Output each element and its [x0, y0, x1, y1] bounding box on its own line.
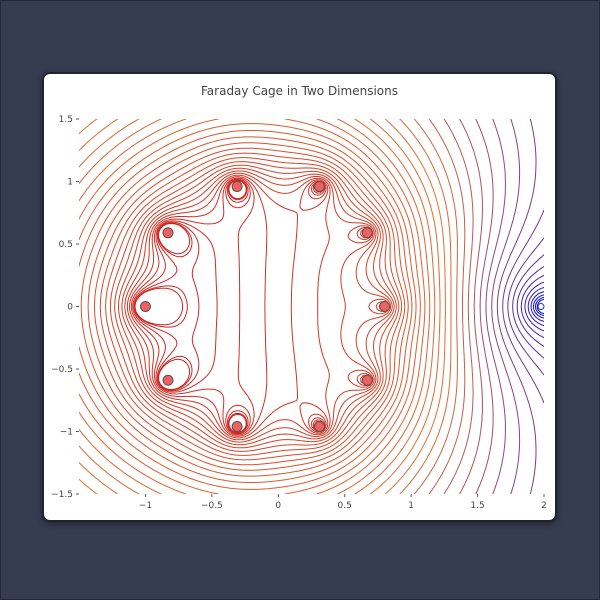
contour-level: [491, 119, 521, 494]
x-tick-label: −1: [139, 501, 152, 511]
contour-level: [109, 161, 395, 452]
x-tick-label: 1.5: [470, 501, 484, 511]
contour-level: [126, 174, 388, 439]
y-tick-label: 1.5: [59, 115, 73, 125]
contour-level: [507, 237, 544, 376]
contour-level: [79, 119, 441, 494]
contour-level: [134, 180, 385, 433]
contour-level: [118, 167, 392, 446]
contour-level: [399, 119, 452, 494]
contour-level: [535, 296, 544, 317]
contour-level: [496, 119, 537, 494]
chart-card: Faraday Cage in Two Dimensions −1 −0.5 0 0.…: [42, 72, 557, 522]
disk-marker: [313, 181, 325, 192]
contour-level: [130, 177, 387, 436]
contour-level: [443, 119, 474, 494]
contour-level: [79, 119, 431, 494]
contour-level: [459, 119, 483, 494]
disk-marker: [162, 227, 174, 239]
contour-level: [524, 281, 544, 332]
contour-level: [536, 298, 544, 315]
disk-marker: [231, 181, 243, 192]
x-tick-label: 0: [275, 501, 281, 511]
contour-level: [134, 180, 385, 433]
contour-level: [502, 209, 544, 404]
contour-level: [87, 142, 406, 471]
contour-level: [413, 119, 458, 494]
contour-level: [527, 286, 544, 327]
contour-lines: [79, 119, 544, 494]
contour-level: [114, 164, 393, 449]
y-tick-label: −1: [60, 428, 73, 438]
source-marker: [537, 303, 545, 310]
contour-level: [79, 130, 413, 483]
contour-level: [94, 147, 403, 466]
contour-level: [520, 274, 544, 339]
contour-level: [512, 254, 544, 359]
disk-marker: [162, 374, 174, 386]
contour-level: [79, 119, 426, 494]
contour-plot: −1 −0.5 0 0.5 1 1.5 2 −1.5 −1 −0.5 0 0.5 1 1.5: [51, 115, 547, 511]
contour-level: [485, 119, 506, 494]
disk-marker: [139, 301, 151, 312]
disk-markers: [139, 181, 545, 432]
contour-level: [79, 119, 436, 494]
contour-level: [428, 119, 466, 494]
contour-level: [79, 119, 446, 494]
contour-level: [516, 266, 544, 347]
contour-level: [132, 178, 386, 435]
disk-marker: [379, 301, 391, 312]
contour-level: [121, 170, 390, 443]
x-tick-label: 2: [541, 501, 547, 511]
disk-marker: [313, 421, 325, 432]
contour-level: [475, 119, 494, 494]
x-axis-ticks: −1 −0.5 0 0.5 1 1.5 2: [139, 494, 547, 511]
x-tick-label: −0.5: [201, 501, 223, 511]
y-axis-ticks: −1.5 −1 −0.5 0 0.5 1 1.5: [51, 115, 79, 500]
contour-level: [79, 123, 417, 490]
x-tick-label: 1: [408, 501, 414, 511]
chart-title: Faraday Cage in Two Dimensions: [201, 84, 398, 98]
contour-level: [532, 294, 544, 319]
disk-marker: [361, 374, 373, 386]
contour-level: [530, 291, 544, 322]
y-tick-label: −0.5: [51, 365, 73, 375]
y-tick-label: −1.5: [51, 490, 73, 500]
contour-level: [105, 157, 397, 456]
contour-level: [99, 152, 400, 461]
y-tick-label: 0.5: [59, 240, 73, 250]
contour-level: [80, 136, 409, 477]
disk-marker: [361, 227, 373, 239]
y-tick-label: 0: [67, 303, 73, 313]
contour-level: [124, 172, 389, 441]
contour-level: [133, 179, 386, 434]
disk-marker: [231, 421, 243, 432]
x-tick-label: 0.5: [338, 501, 352, 511]
contour-level: [79, 119, 421, 494]
y-tick-label: 1: [67, 178, 73, 188]
